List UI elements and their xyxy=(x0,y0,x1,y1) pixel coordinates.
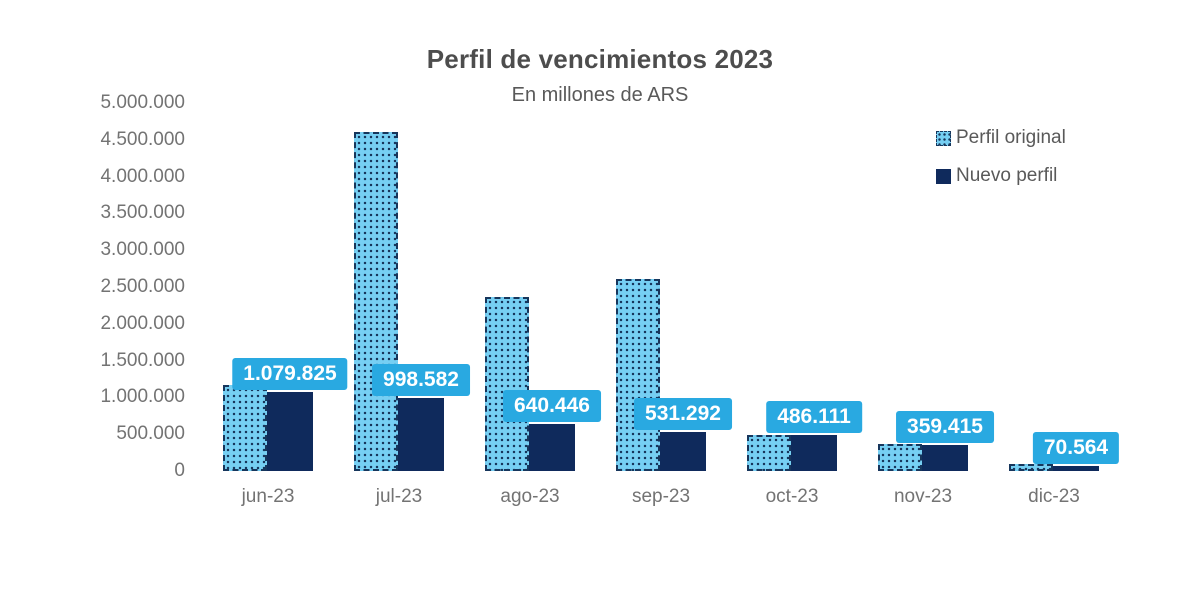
bar-nuevo-perfil-jul-23 xyxy=(398,397,444,471)
chart-title: Perfil de vencimientos 2023 xyxy=(426,44,774,74)
bar-nuevo-perfil-sep-23 xyxy=(660,431,706,471)
y-tick-label: 5.000.000 xyxy=(100,92,185,113)
data-label-badge-nov-23: 359.415 xyxy=(896,410,994,443)
bar-nuevo-perfil-nov-23 xyxy=(922,444,968,471)
y-tick-label: 3.500.000 xyxy=(100,202,185,224)
y-tick-label: 1.000.000 xyxy=(100,386,185,408)
data-label-badge-ago-23: 640.446 xyxy=(503,389,601,422)
bar-nuevo-perfil-oct-23 xyxy=(791,435,837,471)
bar-nuevo-perfil-dic-23 xyxy=(1053,465,1099,471)
data-label-badge-oct-23: 486.111 xyxy=(766,401,862,434)
data-label-badge-jun-23: 1.079.825 xyxy=(232,357,348,390)
bar-perfil-original-sep-23 xyxy=(616,278,660,471)
y-tick-label: 2.500.000 xyxy=(100,276,185,297)
y-tick-label: 1.500.000 xyxy=(100,349,185,371)
bar-perfil-original-jun-23 xyxy=(223,384,267,471)
legend-label-nuevo-perfil: Nuevo perfil xyxy=(956,165,1058,186)
data-label-badge-sep-23: 531.292 xyxy=(634,397,732,430)
y-tick-label: 500.000 xyxy=(116,423,185,445)
data-label-badge-jul-23: 998.582 xyxy=(372,363,470,396)
x-axis-label-jun-23: jun-23 xyxy=(241,486,295,507)
bar-nuevo-perfil-jun-23 xyxy=(267,391,313,471)
y-tick-label: 3.000.000 xyxy=(100,239,185,261)
x-axis-label-dic-23: dic-23 xyxy=(1028,486,1080,507)
bar-perfil-original-oct-23 xyxy=(747,434,791,471)
perfil-original-swatch-icon xyxy=(936,130,951,146)
x-axis-label-oct-23: oct-23 xyxy=(765,486,819,507)
bar-perfil-original-dic-23 xyxy=(1009,464,1053,471)
nuevo-perfil-swatch-icon xyxy=(936,168,951,184)
bar-perfil-original-nov-23 xyxy=(878,443,922,471)
y-tick-label: 2.000.000 xyxy=(100,312,185,334)
x-axis-label-jul-23: jul-23 xyxy=(375,486,423,507)
y-tick-label: 4.500.000 xyxy=(100,128,185,150)
bar-perfil-original-jul-23 xyxy=(354,132,398,471)
bar-perfil-original-ago-23 xyxy=(485,297,529,471)
y-tick-label: 0 xyxy=(174,460,185,481)
x-axis-label-sep-23: sep-23 xyxy=(631,486,691,507)
legend-label-perfil-original: Perfil original xyxy=(956,127,1066,148)
legend-item-perfil-original: Perfil original xyxy=(936,126,1066,150)
chart-subtitle: En millones de ARS xyxy=(511,84,689,106)
bar-nuevo-perfil-ago-23 xyxy=(529,423,575,471)
x-axis-label-nov-23: nov-23 xyxy=(893,486,953,507)
legend: Perfil original Nuevo perfil xyxy=(936,126,1066,202)
legend-item-nuevo-perfil: Nuevo perfil xyxy=(936,164,1066,188)
data-label-badge-dic-23: 70.564 xyxy=(1032,431,1120,464)
x-axis-label-ago-23: ago-23 xyxy=(500,486,560,507)
y-tick-label: 4.000.000 xyxy=(100,165,185,187)
